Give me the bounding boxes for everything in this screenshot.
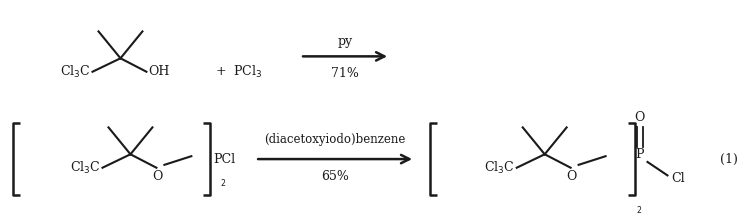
Text: Cl$_3$C: Cl$_3$C	[70, 160, 100, 176]
Text: OH: OH	[149, 65, 170, 78]
Text: P: P	[635, 148, 644, 161]
Text: $_2$: $_2$	[220, 178, 226, 190]
Text: +  PCl$_3$: + PCl$_3$	[215, 64, 263, 80]
Text: (1): (1)	[720, 153, 738, 166]
Text: (diacetoxyiodo)benzene: (diacetoxyiodo)benzene	[264, 133, 405, 146]
Text: 71%: 71%	[331, 67, 359, 80]
Text: py: py	[337, 35, 353, 48]
Text: O: O	[566, 170, 577, 183]
Text: O: O	[153, 170, 162, 183]
Text: Cl$_3$C: Cl$_3$C	[484, 160, 515, 176]
Text: PCl: PCl	[214, 153, 236, 166]
Text: 65%: 65%	[321, 170, 349, 183]
Text: Cl$_3$C: Cl$_3$C	[60, 64, 91, 80]
Text: O: O	[634, 111, 645, 124]
Text: $_2$: $_2$	[636, 205, 643, 217]
Text: Cl: Cl	[671, 172, 685, 185]
